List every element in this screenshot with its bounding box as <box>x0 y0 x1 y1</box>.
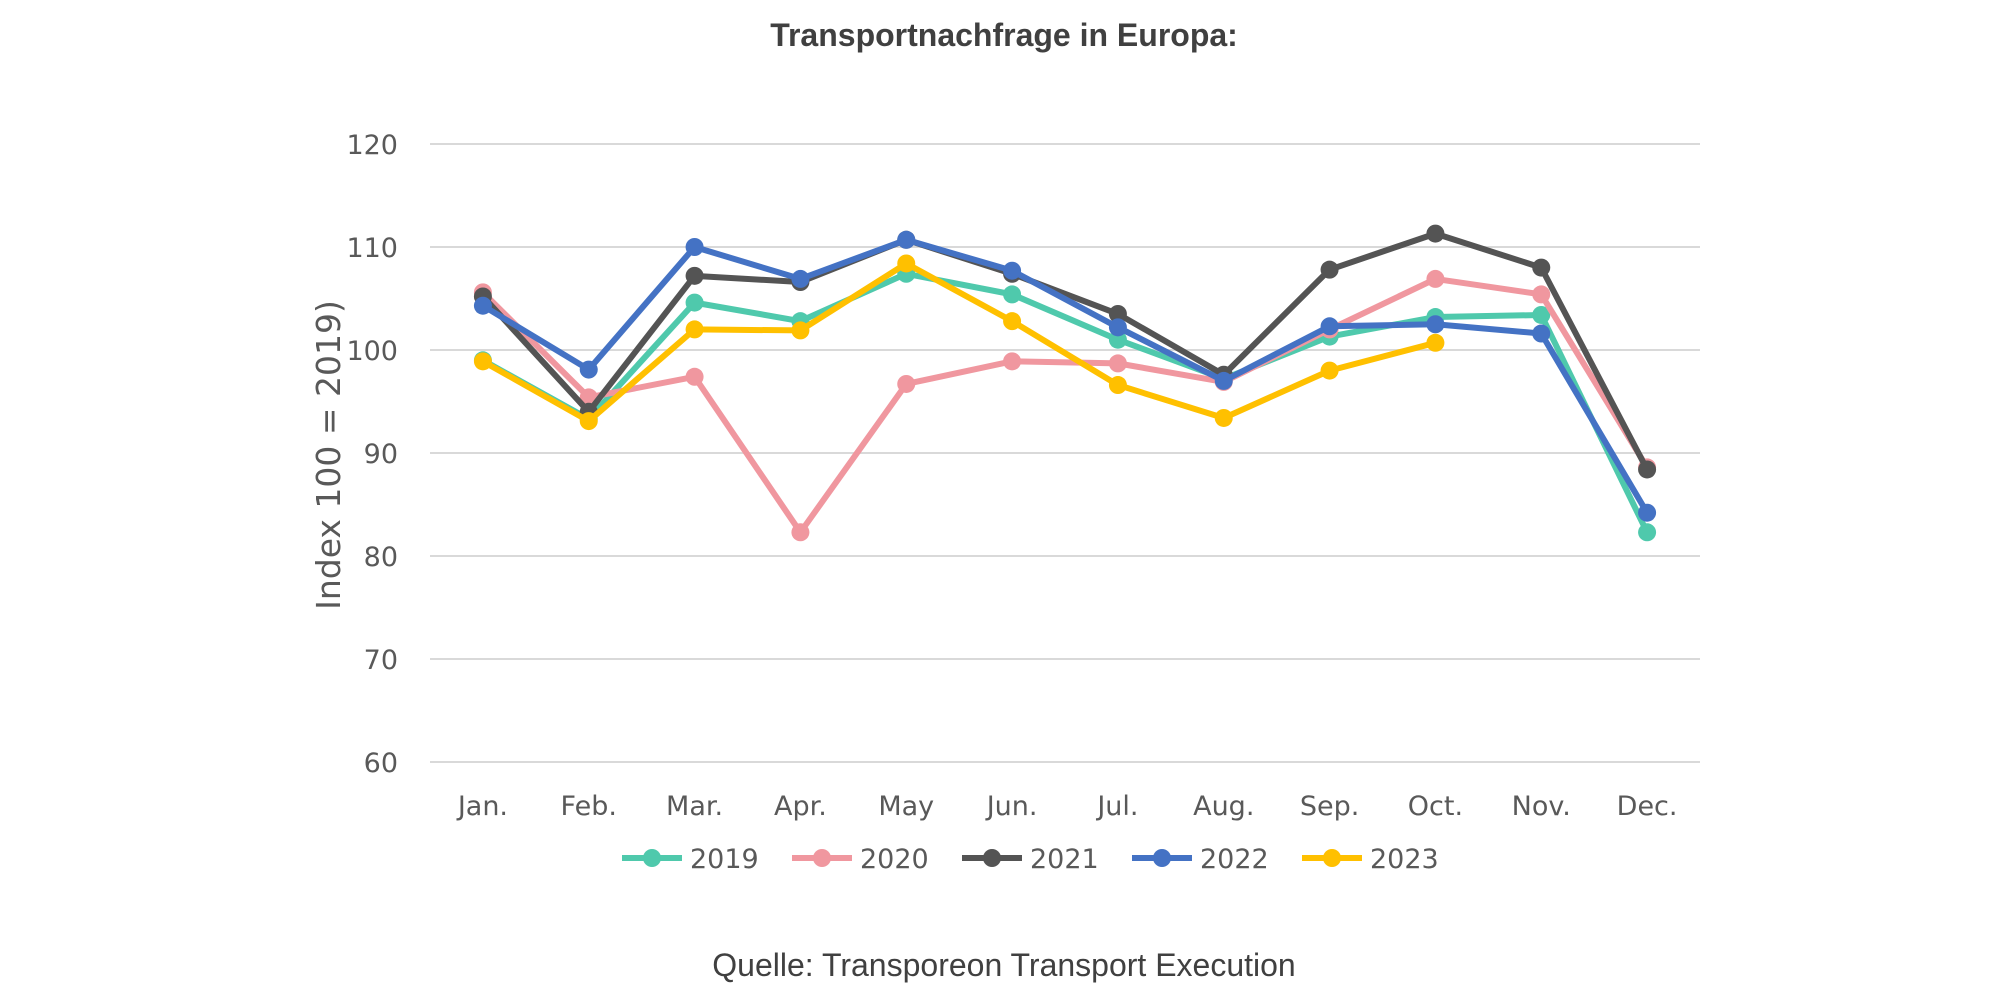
series-line <box>479 236 1651 516</box>
series-line <box>479 260 1439 425</box>
data-point <box>1003 312 1022 331</box>
legend-swatch-marker <box>643 849 661 867</box>
x-tick-label: Jun. <box>985 791 1038 822</box>
data-point <box>1532 258 1551 277</box>
legend-label: 2022 <box>1200 844 1269 875</box>
data-point <box>1426 224 1445 243</box>
data-point <box>1426 269 1445 288</box>
series-group <box>473 224 1657 542</box>
series-line <box>479 270 1651 536</box>
legend-swatch-marker <box>1153 849 1171 867</box>
y-tick-label: 110 <box>346 233 398 264</box>
data-point <box>1320 317 1339 336</box>
x-tick-label: Feb. <box>561 791 617 822</box>
x-tick-label: Oct. <box>1408 791 1463 822</box>
series-2020 <box>473 269 1657 542</box>
y-tick-label: 100 <box>346 336 398 367</box>
x-tick-label: Nov. <box>1512 791 1571 822</box>
x-tick-label: Jan. <box>456 791 508 822</box>
series-2019 <box>473 264 1657 542</box>
x-tick-label: Mar. <box>666 791 723 822</box>
data-point <box>1638 503 1657 522</box>
data-point <box>1108 330 1127 349</box>
series-line <box>479 230 1651 473</box>
data-point <box>1003 352 1022 371</box>
y-tick-label: 120 <box>346 130 398 161</box>
legend-item-2020: 2020 <box>792 844 929 875</box>
series-line <box>479 275 1651 536</box>
data-point <box>1426 333 1445 352</box>
legend-swatch-marker <box>1323 849 1341 867</box>
y-axis-label: Index 100 = 2019) <box>309 300 348 610</box>
data-point <box>1108 354 1127 373</box>
data-point <box>1532 285 1551 304</box>
data-point <box>685 367 704 386</box>
y-axis-ticks: 60 70 80 90 100 110 120 <box>346 130 398 779</box>
chart-title: Transportnachfrage in Europa: <box>770 17 1238 53</box>
data-point <box>1214 371 1233 390</box>
data-point <box>897 254 916 273</box>
legend-swatch-marker <box>983 849 1001 867</box>
data-point <box>473 352 492 371</box>
legend-swatch-marker <box>813 849 831 867</box>
data-point <box>1638 460 1657 479</box>
data-point <box>1320 260 1339 279</box>
data-point <box>579 360 598 379</box>
source-note: Quelle: Transporeon Transport Execution <box>712 947 1295 983</box>
data-point <box>1532 324 1551 343</box>
x-tick-label: Apr. <box>774 791 827 822</box>
data-point <box>685 320 704 339</box>
y-tick-label: 70 <box>364 645 398 676</box>
data-point <box>473 296 492 315</box>
data-point <box>897 374 916 393</box>
data-point <box>685 238 704 256</box>
x-tick-label: Jul. <box>1095 791 1138 822</box>
data-point <box>1638 523 1657 542</box>
x-tick-label: Dec. <box>1617 791 1678 822</box>
data-point <box>1108 318 1127 337</box>
gridlines <box>430 143 1700 763</box>
data-point <box>791 321 810 340</box>
series-2023 <box>473 254 1445 431</box>
data-point <box>1108 304 1127 323</box>
data-point <box>1532 305 1551 324</box>
x-axis-ticks: Jan. Feb. Mar. Apr. May Jun. Jul. Aug. Sep. Oct. N… <box>456 791 1678 822</box>
data-point <box>791 269 810 288</box>
data-point <box>1003 285 1022 304</box>
legend: 2019 2020 2021 2022 2023 <box>622 844 1439 875</box>
legend-label: 2020 <box>860 844 929 875</box>
data-point <box>1320 361 1339 380</box>
legend-item-2023: 2023 <box>1302 844 1439 875</box>
legend-label: 2019 <box>690 844 759 875</box>
data-point <box>685 293 704 312</box>
data-point <box>1426 315 1445 334</box>
data-point <box>1108 376 1127 395</box>
legend-label: 2023 <box>1370 844 1439 875</box>
data-point <box>1003 261 1022 280</box>
data-point <box>1214 408 1233 427</box>
legend-item-2021: 2021 <box>962 844 1099 875</box>
y-tick-label: 60 <box>364 748 398 779</box>
legend-item-2022: 2022 <box>1132 844 1269 875</box>
legend-item-2019: 2019 <box>622 844 759 875</box>
data-point <box>579 412 598 431</box>
data-point <box>685 266 704 285</box>
data-point <box>897 230 916 249</box>
y-tick-label: 80 <box>364 542 398 573</box>
series-2022 <box>473 230 1657 522</box>
x-tick-label: May <box>878 791 934 822</box>
x-tick-label: Sep. <box>1300 791 1359 822</box>
legend-label: 2021 <box>1030 844 1099 875</box>
data-point <box>791 523 810 542</box>
y-tick-label: 90 <box>364 439 398 470</box>
x-tick-label: Aug. <box>1193 791 1254 822</box>
